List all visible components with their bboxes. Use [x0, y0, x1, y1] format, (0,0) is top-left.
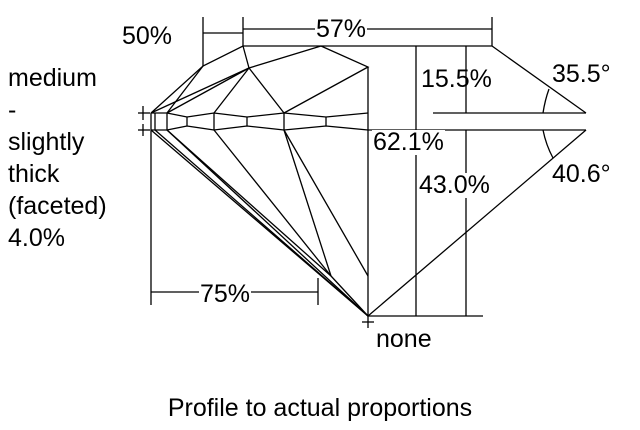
pavilion-facets: [150, 67, 374, 328]
right-profile: [367, 46, 587, 317]
girdle: [138, 106, 369, 136]
girdle-line: thick: [8, 160, 60, 188]
pavilion-depth-label: 43.0%: [418, 171, 491, 199]
girdle-line: 4.0%: [8, 224, 65, 252]
caption: Profile to actual proportions: [167, 394, 473, 422]
crown-angle-label: 35.5°: [552, 60, 611, 88]
total-depth-label: 62.1%: [372, 128, 445, 156]
culet-label: none: [376, 325, 432, 353]
star-length-label: 50%: [121, 22, 174, 50]
girdle-line: medium: [8, 64, 97, 92]
crown-angle-arc: [542, 88, 550, 114]
table-label: 57%: [315, 15, 368, 43]
pavilion-angle-arc: [542, 129, 554, 159]
girdle-line: (faceted): [8, 192, 107, 220]
pavilion-angle-label: 40.6°: [552, 160, 611, 188]
girdle-line: -: [8, 96, 17, 124]
lower-half-length-label: 75%: [199, 280, 252, 308]
girdle-thickness-label: medium - slightly thick (faceted) 4.0%: [8, 62, 107, 254]
girdle-line: slightly: [8, 128, 85, 156]
crown-height-label: 15.5%: [421, 65, 492, 93]
